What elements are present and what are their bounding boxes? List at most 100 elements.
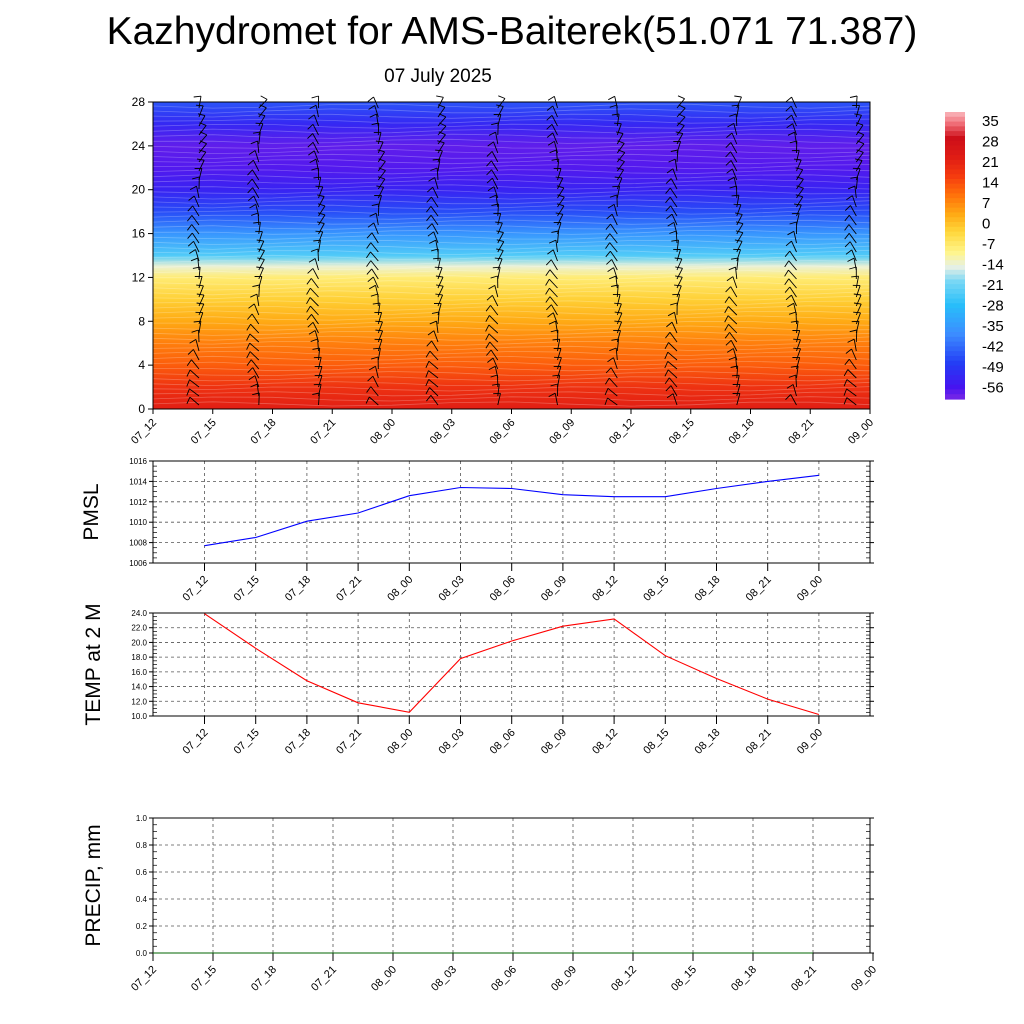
colorbar-segment (945, 241, 965, 247)
wind-barb (557, 205, 565, 217)
wind-barb (497, 98, 506, 109)
wind-barb (557, 339, 561, 352)
wind-barb-feather (247, 187, 254, 194)
wind-barb (796, 178, 804, 190)
wind-barb (616, 177, 623, 190)
wind-barb-feather (378, 158, 386, 162)
wind-barb (315, 105, 319, 118)
contour-line (152, 355, 871, 362)
wind-barb-feather (438, 131, 446, 136)
wind-barb (670, 205, 678, 217)
wind-barb-feather (857, 140, 865, 145)
wind-barb-feather (256, 239, 264, 242)
wind-barb-feather (307, 133, 314, 139)
wind-barb (855, 312, 861, 325)
wind-barb (318, 392, 320, 406)
wind-barb (616, 123, 622, 136)
wind-barb-feather (251, 212, 259, 216)
colorbar-segment (945, 126, 965, 132)
wind-barb-feather (494, 257, 503, 260)
wind-barb (257, 141, 260, 154)
wind-barb-feather (724, 315, 729, 323)
colorbar-segment (945, 351, 965, 357)
wind-barb-feather (310, 338, 318, 343)
wind-barb-feather (730, 365, 738, 368)
wind-barb-feather (785, 394, 792, 401)
wind-barb (312, 133, 319, 145)
wind-barb (796, 204, 802, 217)
wind-barb-feather (847, 338, 855, 343)
wind-barb-feather (435, 293, 443, 296)
wind-barb-feather (724, 306, 729, 314)
colorbar-segment (945, 375, 965, 381)
x-tick-label: 08_12 (590, 574, 620, 604)
wind-barb (731, 132, 738, 145)
wind-barb-feather (854, 158, 863, 161)
wind-barb-feather (853, 293, 862, 296)
colorbar-segment (945, 332, 965, 338)
wind-barb (730, 142, 738, 154)
colorbar-label: -35 (982, 318, 1004, 335)
wind-barb-feather (548, 320, 556, 325)
wind-barb (377, 187, 385, 199)
x-tick-label: 08_21 (789, 964, 819, 994)
wind-barb (258, 231, 263, 244)
contour-line (152, 396, 871, 402)
x-tick-label: 07_15 (189, 964, 219, 994)
y-tick-label: 16 (132, 227, 146, 241)
colorbar-segment (945, 135, 965, 142)
wind-barb (736, 241, 743, 253)
wind-barb-feather (727, 123, 735, 128)
wind-barb-feather (426, 395, 432, 402)
wind-barb (608, 377, 618, 388)
colorbar-segment (945, 202, 965, 209)
wind-barb-feather (849, 95, 858, 98)
wind-barb (855, 294, 862, 307)
wind-barb (851, 348, 857, 361)
wind-barb (370, 260, 379, 271)
colorbar-segment (945, 365, 965, 371)
wind-barb (437, 116, 447, 127)
colorbar-segment (945, 312, 965, 319)
wind-barb-feather (439, 122, 447, 127)
contour-line (152, 386, 871, 392)
y-tick-label: 1010 (129, 518, 147, 527)
wind-barb (312, 268, 319, 280)
wind-barb-feather (735, 230, 744, 234)
wind-barb (198, 276, 203, 289)
colorbar-segment (945, 140, 965, 147)
wind-barb (428, 379, 439, 388)
y-tick-label: 12.0 (131, 697, 147, 706)
colorbar-segment (945, 212, 965, 218)
contour-lines (152, 103, 871, 407)
wind-barb (436, 321, 439, 334)
wind-barb-feather (675, 266, 683, 269)
wind-barb-feather (614, 122, 622, 125)
wind-barb (491, 151, 499, 163)
wind-barb (676, 240, 679, 253)
wind-barb-feather (486, 349, 492, 356)
wind-barb-feather (675, 131, 683, 134)
wind-barb-feather (260, 95, 268, 100)
wind-barb-feather (549, 239, 557, 244)
wind-barb (736, 232, 744, 244)
x-tick-label: 08_21 (786, 417, 816, 447)
x-tick-label: 08_12 (607, 417, 637, 447)
wind-barb-feather (556, 203, 565, 207)
x-tick-label: 09_00 (795, 727, 825, 757)
wind-barb-feather (255, 122, 263, 125)
wind-barb (552, 105, 558, 118)
wind-barb-feather (851, 275, 859, 278)
contour-line (152, 159, 871, 165)
wind-barb (736, 365, 739, 379)
colorbar-label: -14 (982, 256, 1004, 273)
wind-barb-feather (844, 224, 850, 231)
contour-line (152, 224, 871, 230)
wind-barb-feather (605, 242, 611, 249)
wind-barb (670, 385, 678, 397)
wind-barb-feather (495, 221, 503, 224)
wind-barb (493, 141, 499, 154)
wind-barb-feather (617, 158, 625, 162)
colorbar-label: 14 (982, 174, 999, 191)
wind-barb (318, 348, 321, 361)
